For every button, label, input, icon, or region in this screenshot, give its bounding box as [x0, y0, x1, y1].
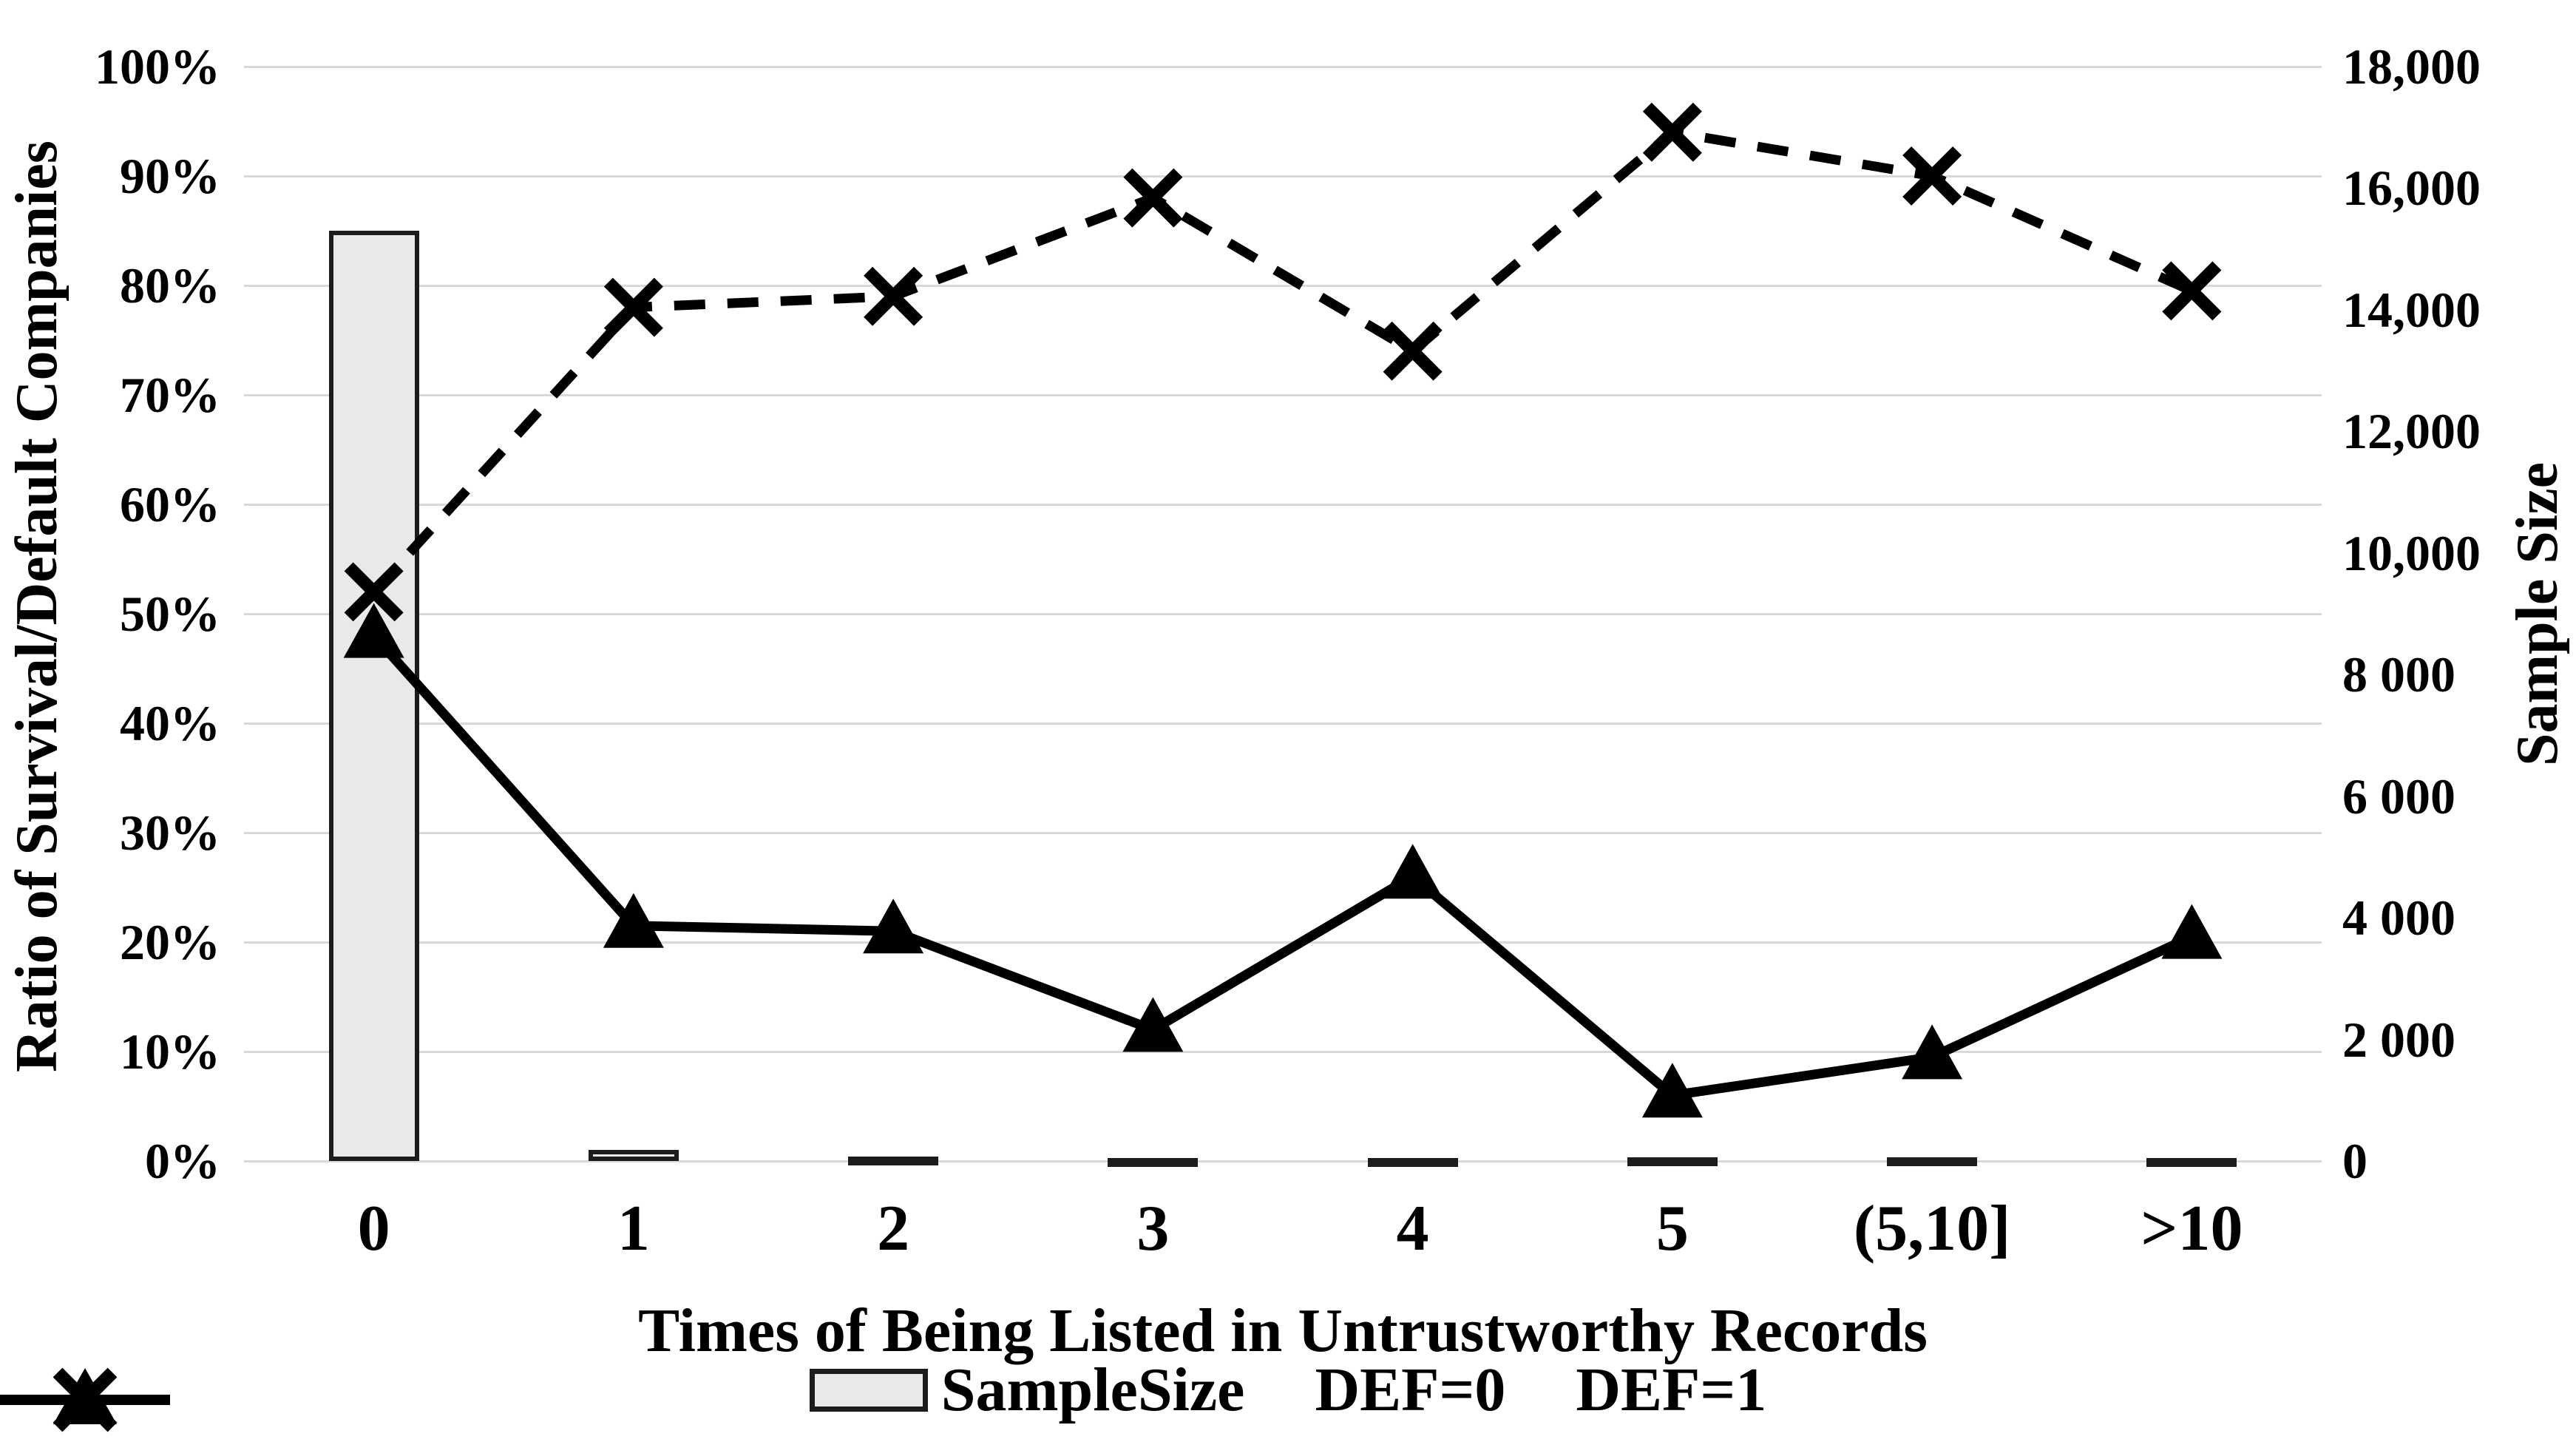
bar-sample-size-2: [848, 1157, 939, 1166]
legend-item-sample-size: SampleSize: [809, 1355, 1245, 1424]
left-tick-20: 20%: [120, 914, 220, 970]
x-tick-6: (5,10]: [1853, 1193, 2011, 1265]
gridline-30: [244, 831, 2322, 834]
left-tick-0: 0%: [145, 1133, 220, 1189]
bar-sample-size-3: [1108, 1157, 1199, 1167]
bar-sample-size-7: [2146, 1157, 2237, 1167]
line-DEF=0: [370, 632, 2194, 1101]
legend: SampleSize DEF=0 DEF=1: [0, 1355, 2576, 1432]
gridline-60: [244, 503, 2322, 506]
def0-marker-3: [1122, 997, 1184, 1052]
x-tick-4: 4: [1396, 1193, 1429, 1265]
bar-sample-size-1: [588, 1150, 679, 1161]
gridline-50: [244, 612, 2322, 615]
def0-marker-7: [2161, 904, 2223, 959]
def1-marker-5: [1642, 102, 1702, 162]
def0-marker-5: [1641, 1063, 1703, 1118]
bar-sample-size-5: [1627, 1157, 1718, 1167]
legend-label-sample-size: SampleSize: [940, 1355, 1245, 1424]
right-tick-6000: 6 000: [2342, 768, 2455, 825]
left-tick-80: 80%: [120, 257, 220, 314]
def1-marker-0: [344, 562, 404, 622]
right-tick-10000: 10,000: [2342, 524, 2481, 581]
def0-marker-1: [603, 893, 664, 948]
left-tick-70: 70%: [120, 367, 220, 423]
legend-label-def1: DEF=1: [1576, 1355, 1767, 1424]
line-DEF=1: [370, 126, 2194, 595]
x-tick-3: 3: [1136, 1193, 1170, 1265]
def1-marker-4: [1383, 321, 1443, 381]
gridline-20: [244, 941, 2322, 944]
def1-marker-7: [2162, 261, 2222, 321]
left-tick-50: 50%: [120, 586, 220, 642]
legend-item-def1: DEF=1: [0, 1355, 1767, 1432]
gridline-10: [244, 1050, 2322, 1053]
sample-size-bar-swatch-icon: [809, 1369, 928, 1412]
legend-item-def0: DEF=0: [0, 1355, 1506, 1424]
gridline-40: [244, 722, 2322, 725]
left-tick-10: 10%: [120, 1023, 220, 1080]
right-tick-16000: 16,000: [2342, 160, 2481, 217]
right-tick-0: 0: [2342, 1133, 2367, 1189]
right-tick-8000: 8 000: [2342, 646, 2455, 703]
left-tick-60: 60%: [120, 476, 220, 532]
x-tick-1: 1: [617, 1193, 650, 1265]
def0-marker-4: [1382, 844, 1443, 899]
x-tick-7: >10: [2141, 1193, 2243, 1265]
left-tick-30: 30%: [120, 805, 220, 861]
x-tick-0: 0: [357, 1193, 390, 1265]
x-axis-title: Times of Being Listed in Untrustworthy R…: [638, 1296, 1928, 1365]
gridline-100: [244, 65, 2322, 68]
def0-marker-6: [1902, 1024, 1963, 1080]
gridline-70: [244, 393, 2322, 396]
x-tick-5: 5: [1655, 1193, 1689, 1265]
left-tick-100: 100%: [95, 38, 220, 95]
bar-sample-size-0: [328, 231, 419, 1161]
bar-sample-size-6: [1887, 1157, 1978, 1167]
right-tick-4000: 4 000: [2342, 890, 2455, 947]
gridline-90: [244, 175, 2322, 177]
def1-marker-6: [1902, 146, 1962, 206]
gridline-80: [244, 284, 2322, 287]
def1-marker-3: [1123, 168, 1183, 228]
right-tick-14000: 14,000: [2342, 281, 2481, 338]
left-tick-90: 90%: [120, 148, 220, 204]
right-tick-18000: 18,000: [2342, 38, 2481, 95]
def1-marker-1: [603, 277, 663, 337]
def1-marker-2: [864, 266, 923, 326]
bar-sample-size-4: [1367, 1157, 1458, 1167]
x-tick-2: 2: [877, 1193, 910, 1265]
legend-label-def0: DEF=0: [1315, 1355, 1506, 1424]
right-tick-2000: 2 000: [2342, 1011, 2455, 1068]
left-tick-40: 40%: [120, 695, 220, 751]
gridline-0: [244, 1160, 2322, 1162]
right-tick-12000: 12,000: [2342, 403, 2481, 460]
def0-marker-0: [343, 603, 404, 658]
def0-marker-2: [863, 898, 924, 954]
dashed-line-x-swatch-icon: [0, 1367, 163, 1432]
